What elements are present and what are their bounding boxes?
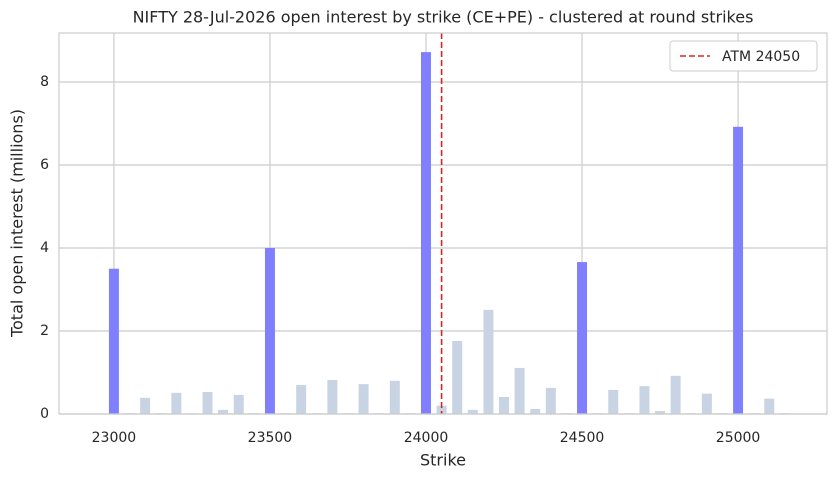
bar xyxy=(108,268,119,414)
bar xyxy=(389,380,400,414)
legend-box xyxy=(669,40,818,72)
bar xyxy=(577,262,588,414)
plot-frame xyxy=(58,32,828,415)
bar xyxy=(701,393,712,414)
y-tick-label: 4 xyxy=(40,240,49,256)
bar xyxy=(655,411,666,414)
bar xyxy=(218,409,229,414)
x-tick-label: 25000 xyxy=(716,430,761,446)
bar xyxy=(233,394,244,414)
bar xyxy=(530,409,541,414)
x-tick-label: 24500 xyxy=(560,430,605,446)
legend-label: ATM 24050 xyxy=(722,49,800,65)
bar xyxy=(452,340,463,414)
bar xyxy=(483,309,494,414)
bar xyxy=(327,379,338,414)
bar xyxy=(514,367,525,414)
y-tick-label: 8 xyxy=(40,74,49,90)
bar xyxy=(608,389,619,414)
x-tick-label: 24000 xyxy=(404,430,449,446)
y-tick-label: 2 xyxy=(40,323,49,339)
bar xyxy=(420,52,431,415)
bar xyxy=(202,392,213,414)
y-axis-label: Total open interest (millions) xyxy=(8,109,27,338)
bar xyxy=(545,387,556,414)
bar xyxy=(467,409,478,414)
bar xyxy=(670,375,681,414)
x-tick-label: 23500 xyxy=(248,430,293,446)
bar xyxy=(764,398,775,414)
bar xyxy=(264,247,275,414)
bar xyxy=(296,384,307,414)
chart-title: NIFTY 28-Jul-2026 open interest by strik… xyxy=(133,8,754,27)
bar xyxy=(639,386,650,414)
x-tick-label: 23000 xyxy=(92,430,137,446)
x-axis-label: Strike xyxy=(420,451,466,470)
bar xyxy=(358,384,369,414)
y-tick-label: 6 xyxy=(40,157,49,173)
bar xyxy=(436,405,447,414)
bar xyxy=(171,392,182,414)
y-tick-label: 0 xyxy=(40,406,49,422)
bar xyxy=(733,126,744,414)
bar xyxy=(499,396,510,414)
bar xyxy=(140,397,151,414)
